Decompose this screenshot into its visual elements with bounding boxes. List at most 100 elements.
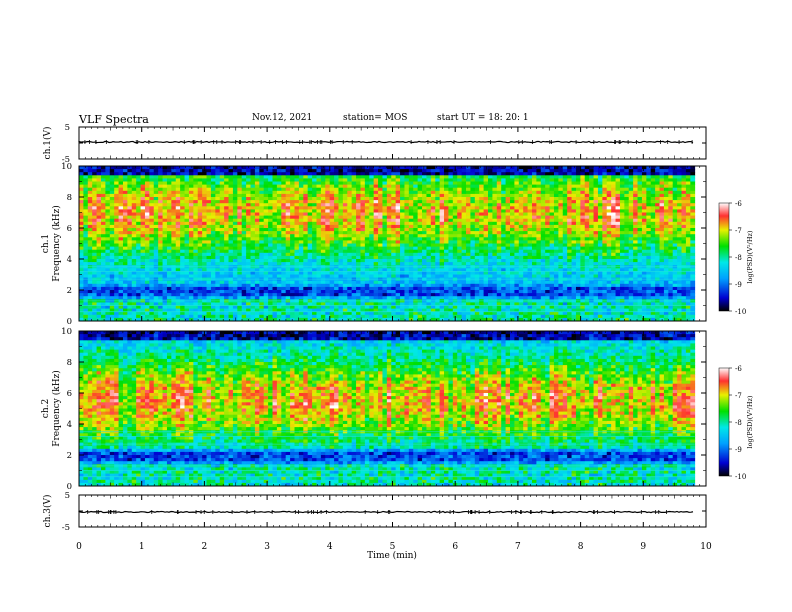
spectrogram-cell — [241, 187, 247, 192]
spectrogram-cell — [378, 293, 383, 297]
spectrogram-cell — [298, 243, 304, 247]
spectrogram-cell — [457, 296, 463, 300]
spectrogram-cell — [219, 246, 225, 251]
spectrogram-cell — [312, 224, 317, 229]
spectrogram-cell — [263, 212, 269, 216]
spectrogram-cell — [272, 237, 278, 241]
spectrogram-cell — [501, 240, 506, 244]
spectrogram-cell — [237, 246, 243, 251]
spectrogram-cell — [501, 290, 506, 294]
spectrogram-cell — [444, 243, 449, 247]
spectrogram-cell — [386, 305, 392, 309]
spectrogram-cell — [122, 280, 128, 285]
spectrogram-cell — [188, 286, 194, 291]
spectrogram-cell — [114, 249, 119, 254]
spectrogram-cell — [136, 262, 141, 266]
spectrogram-cell — [114, 302, 119, 306]
spectrogram-cell — [320, 255, 326, 260]
spectrogram-cell — [140, 296, 146, 300]
spectrogram-cell — [470, 296, 476, 300]
spectrogram-cell — [246, 240, 251, 244]
spectrogram-cell — [215, 255, 221, 260]
spectrogram-cell — [79, 283, 84, 288]
spectrogram-cell — [430, 190, 436, 195]
spectrogram-cell — [158, 293, 163, 297]
spectrogram-cell — [483, 181, 489, 185]
spectrogram-cell — [364, 296, 370, 300]
spectrogram-cell — [356, 224, 361, 229]
spectrogram-cell — [342, 255, 348, 260]
spectrogram-cell — [215, 234, 221, 238]
spectrogram-cell — [241, 169, 247, 173]
spectrogram-cell — [408, 224, 414, 229]
spectrogram-cell — [422, 172, 427, 176]
spectrogram-cell — [224, 290, 229, 294]
spectrogram-cell — [171, 197, 177, 201]
spectrogram-cell — [417, 246, 423, 251]
spectrogram-cell — [334, 252, 339, 257]
spectrogram-cell — [285, 218, 291, 223]
spectrogram-cell — [162, 218, 168, 223]
spectrogram-cell — [364, 221, 370, 226]
spectrogram-cell — [452, 193, 458, 198]
spectrogram-cell — [285, 193, 291, 198]
spectrogram-cell — [444, 169, 449, 173]
spectrogram-cell — [131, 224, 137, 229]
spectrogram-cell — [501, 206, 506, 210]
spectrogram-cell — [356, 209, 361, 213]
spectrogram-cell — [448, 249, 454, 254]
spectrogram-cell — [202, 290, 207, 294]
spectrogram-cell — [140, 178, 146, 182]
spectrogram-cell — [158, 311, 163, 316]
spectrogram-cell — [197, 237, 203, 241]
spectrogram-cell — [338, 317, 344, 321]
spectrogram-cell — [307, 190, 313, 195]
spectrogram-cell — [347, 271, 353, 275]
spectrogram-cell — [298, 314, 304, 319]
spectrogram-cell — [342, 187, 348, 192]
spectrogram-cell — [378, 166, 383, 170]
spectrogram-cell — [83, 218, 89, 223]
spectrogram-cell — [294, 259, 300, 263]
spectrogram-cell — [386, 311, 392, 316]
spectrogram-cell — [307, 259, 313, 263]
spectrogram-cell — [514, 286, 520, 291]
spectrogram-cell — [144, 215, 150, 220]
spectrogram-cell — [325, 193, 331, 198]
spectrogram-cell — [175, 181, 181, 185]
spectrogram-cell — [105, 286, 111, 291]
spectrogram-cell — [254, 255, 260, 260]
spectrogram-cell — [369, 190, 375, 195]
spectrogram-cell — [342, 259, 348, 263]
spectrogram-cell — [496, 224, 502, 229]
spectrogram-cell — [79, 178, 84, 182]
spectrogram-cell — [162, 221, 168, 226]
spectrogram-cell — [351, 259, 357, 263]
spectrogram-cell — [109, 240, 115, 244]
spectrogram-cell — [448, 166, 454, 170]
spectrogram-cell — [360, 262, 366, 266]
spectrogram-cell — [492, 203, 498, 207]
spectrogram-cell — [448, 243, 454, 247]
spectrogram-cell — [180, 215, 185, 220]
spectrogram-cell — [404, 311, 410, 316]
spectrogram-cell — [285, 184, 291, 189]
spectrogram-cell — [470, 184, 476, 189]
spectrogram-cell — [408, 271, 414, 275]
spectrogram-cell — [325, 243, 331, 247]
spectrogram-cell — [505, 262, 511, 266]
spectrogram-cell — [435, 302, 441, 306]
spectrogram-cell — [127, 280, 133, 285]
spectrogram-cell — [285, 206, 291, 210]
spectrogram-cell — [136, 268, 141, 272]
spectrogram-cell — [215, 249, 221, 254]
spectrogram-cell — [505, 271, 511, 275]
spectrogram-cell — [246, 215, 251, 220]
spectrogram-cell — [105, 302, 111, 306]
spectrogram-cell — [175, 283, 181, 288]
spectrogram-cell — [470, 268, 476, 272]
spectrogram-cell — [439, 190, 445, 195]
spectrogram-cell — [109, 184, 115, 189]
spectrogram-cell — [510, 286, 515, 291]
spectrogram-cell — [144, 305, 150, 309]
